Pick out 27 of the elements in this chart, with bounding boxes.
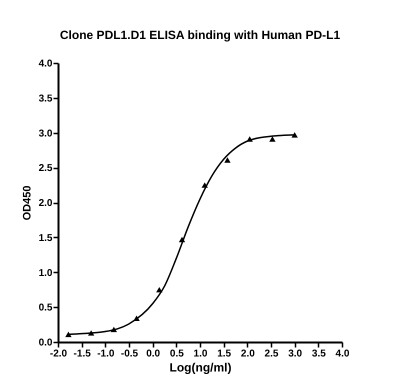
x-tick-label: -1.0 <box>97 348 115 360</box>
x-tick-label: 1.5 <box>217 348 232 360</box>
y-tick-label: 0.5 <box>38 302 53 314</box>
y-tick-label: 1.0 <box>38 268 53 279</box>
x-tick-label: 0.5 <box>170 348 184 360</box>
x-tick-label: 1.0 <box>194 348 208 360</box>
x-tick-label: -0.5 <box>120 348 139 360</box>
x-axis-title: Log(ng/ml) <box>170 360 232 374</box>
chart-title: Clone PDL1.D1 ELISA binding with Human PD-L1 <box>60 28 340 42</box>
x-tick-label: 3.5 <box>312 348 326 360</box>
y-tick-label: 4.0 <box>38 58 53 70</box>
x-tick-label: -1.5 <box>74 348 92 360</box>
x-tick-label: 4.0 <box>336 348 350 360</box>
point <box>224 157 231 163</box>
y-tick-label: 3.0 <box>38 128 53 140</box>
y-axis-title: OD450 <box>22 186 34 220</box>
y-tick-label: 2.5 <box>38 163 53 174</box>
x-tick-label: 2.0 <box>240 348 256 360</box>
x-tick-label: -2.0 <box>50 348 68 360</box>
x-tick-label: 3.0 <box>288 348 303 360</box>
y-tick-label: 2.0 <box>38 198 53 209</box>
x-tick-label: 0.0 <box>146 348 161 360</box>
y-tick-label: 0.0 <box>38 338 53 348</box>
y-tick-label: 3.5 <box>38 93 53 104</box>
point <box>269 136 276 142</box>
x-tick-label: 2.5 <box>264 348 279 360</box>
y-tick-label: 1.5 <box>38 232 53 244</box>
